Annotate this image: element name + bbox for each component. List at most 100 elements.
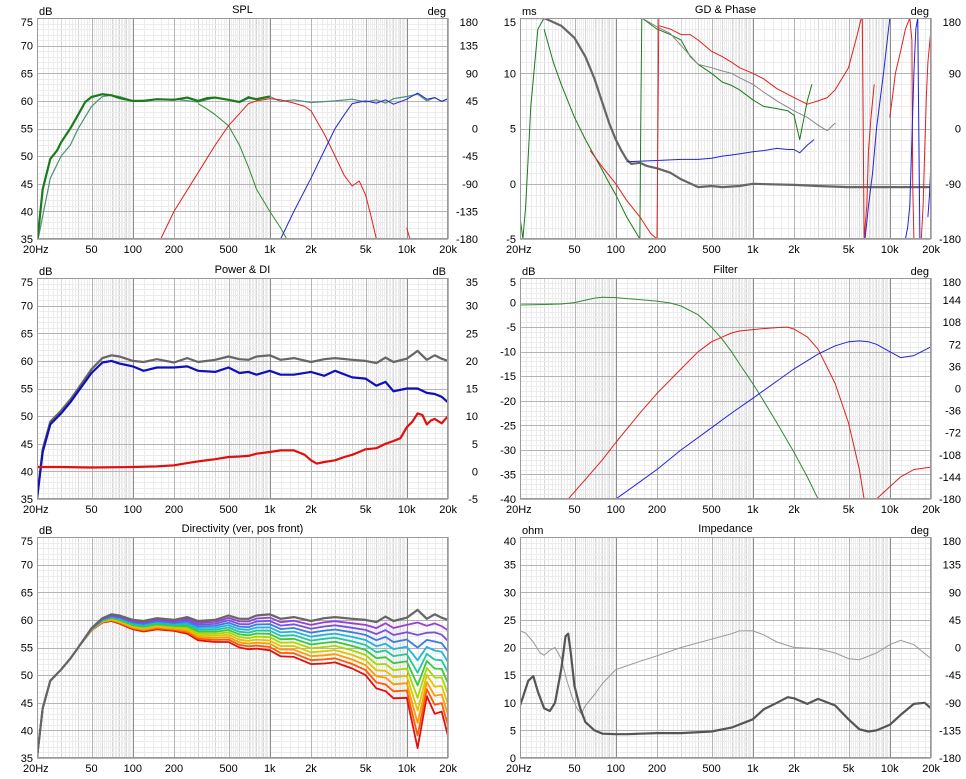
plot-frame [37,18,448,239]
series-line-9 [658,18,862,105]
x-tick-label: 50 [85,504,97,516]
x-tick-label: 20k [922,763,940,775]
y-tick-label: 35 [21,234,33,246]
y2-tick-label: 0 [955,384,961,396]
plot-frame [520,537,931,758]
x-tick-label: 500 [702,244,720,256]
y2-tick-label: 72 [949,339,961,351]
y-tick-label: 60 [21,356,33,368]
series-line-3 [615,340,931,499]
series-line-0 [520,18,931,189]
x-tick-label: 20k [922,244,940,256]
plot-area [520,537,931,758]
y2-tick-label: -90 [462,179,478,191]
y2-tick-label: 135 [460,41,478,53]
series-line-6 [641,18,836,132]
series-line-2 [37,412,448,469]
y2-tick-label: 180 [460,17,478,29]
x-tick-label: 1k [747,504,759,516]
series-line-3 [160,98,377,239]
power-di-chart: Power & DI 35 40 45 50 55 60 65 70 75 dB -5 0 5 10 15 20… [21,264,478,516]
plot-area [520,278,931,499]
minor-grid [37,18,449,239]
x-tick-label: 2k [305,763,317,775]
y-unit-label: ms [522,6,537,18]
series-line-12 [889,18,913,118]
directivity-line-11 [37,608,448,758]
y2-tick-label: 30 [466,301,478,313]
x-tick-label: 50 [568,504,580,516]
x-tick-label: 20k [439,244,457,256]
y2-tick-label: -45 [462,151,478,163]
x-tick-label: 10k [881,244,899,256]
y-tick-label: -30 [500,445,516,457]
series-line-1 [37,359,448,499]
y2-tick-label: -180 [939,494,961,506]
series-group [520,630,931,736]
series-line-4 [639,18,643,239]
y2-tick-label: -90 [945,179,961,191]
x-tick-label: 100 [124,763,142,775]
x-tick-label: 200 [165,763,183,775]
x-tick-label: 50 [85,763,97,775]
x-tick-label: 20Hz [506,504,532,516]
y-tick-label: 35 [21,753,33,765]
major-grid [37,537,449,759]
y2-tick-label: -180 [456,234,478,246]
chart-title: Filter [713,264,738,276]
x-tick-label: 20Hz [23,244,49,256]
y2-tick-label: 180 [943,17,961,29]
y2-tick-label: 36 [949,361,961,373]
y2-tick-label: 45 [949,615,961,627]
y2-tick-label: 45 [466,96,478,108]
series-line-0 [520,630,931,715]
y-tick-label: 5 [510,725,516,737]
y2-tick-label: -135 [939,725,961,737]
y-unit-label: dB [39,6,52,18]
y-tick-label: -5 [506,322,516,334]
y2-tick-label: 15 [466,384,478,396]
x-tick-label: 5k [843,504,855,516]
y-tick-label: 55 [21,384,33,396]
y2-tick-label: 144 [943,295,961,307]
directivity-chart: Directivity (ver, pos front) 35 40 45 50 55 60… [21,523,458,775]
series-line-1 [626,139,815,163]
x-tick-label: 2k [788,763,800,775]
x-tick-label: 20k [439,763,457,775]
x-tick-label: 20Hz [23,504,49,516]
series-group [37,608,448,758]
y-tick-label: 5 [510,277,516,289]
chart-title: Impedance [698,523,752,535]
y-tick-label: -5 [506,234,516,246]
series-line-13 [911,40,915,239]
y2-tick-label: 180 [943,536,961,548]
x-tick-label: 5k [360,244,372,256]
y-tick-label: 75 [21,17,33,29]
y-tick-label: 20 [504,643,516,655]
y-tick-label: 15 [504,17,516,29]
x-tick-label: 100 [607,244,625,256]
y2-tick-label: 180 [943,277,961,289]
series-line-16 [920,29,931,239]
y-tick-label: 60 [21,96,33,108]
y-tick-label: 65 [21,328,33,340]
x-tick-label: 5k [843,244,855,256]
x-tick-label: 2k [788,244,800,256]
series-line-2 [197,103,288,239]
plot-frame [37,537,448,758]
y2-unit-label: deg [911,525,929,537]
y2-tick-label: 108 [943,317,961,329]
y2-tick-label: -36 [945,406,961,418]
y-tick-label: 0 [510,753,516,765]
y2-tick-label: -5 [468,494,478,506]
y-tick-label: 5 [510,124,516,136]
y-tick-label: 0 [510,179,516,191]
y-unit-label: dB [522,266,535,278]
series-line-0 [37,349,448,499]
series-line-10 [861,18,875,239]
y-unit-label: dB [39,525,52,537]
y2-tick-label: -135 [456,206,478,218]
series-group [520,18,931,239]
x-tick-label: 20k [922,504,940,516]
